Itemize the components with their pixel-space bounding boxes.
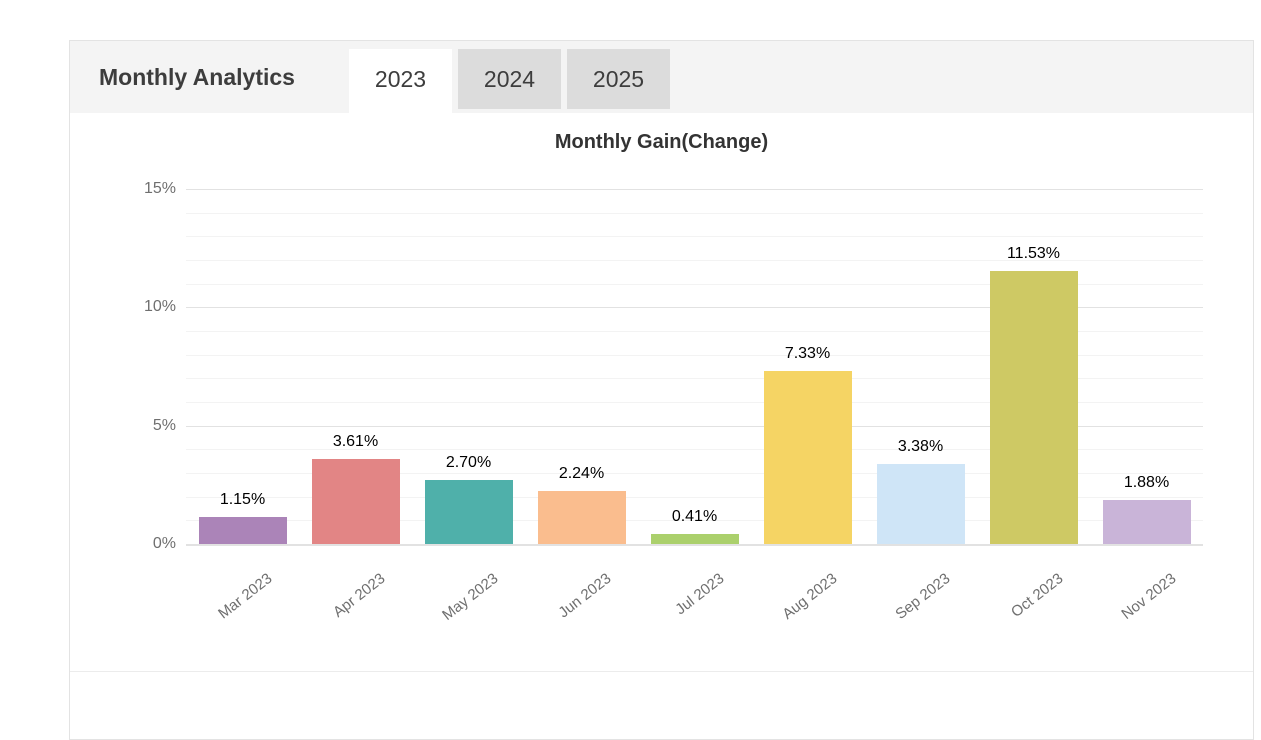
chart-bar-may-2023[interactable] bbox=[424, 480, 513, 544]
year-tabs: 2023 2024 2025 bbox=[349, 49, 670, 115]
minor-gridline bbox=[186, 331, 1203, 332]
minor-gridline bbox=[186, 473, 1203, 474]
x-axis-label: Nov 2023 bbox=[1117, 570, 1179, 623]
analytics-panel: Monthly Analytics 2023 2024 2025 Monthly… bbox=[69, 40, 1254, 740]
major-gridline bbox=[186, 189, 1203, 190]
x-axis-label: Apr 2023 bbox=[329, 570, 388, 621]
chart-title: Monthly Gain(Change) bbox=[554, 131, 769, 153]
x-axis-label: Jul 2023 bbox=[671, 570, 727, 619]
bar-value-label: 0.41% bbox=[671, 508, 718, 526]
section-divider bbox=[70, 671, 1253, 672]
panel-header: Monthly Analytics 2023 2024 2025 bbox=[70, 41, 1253, 115]
minor-gridline bbox=[186, 449, 1203, 451]
minor-gridline bbox=[186, 496, 1203, 498]
chart-bar-jul-2023[interactable] bbox=[650, 534, 739, 544]
chart-bar-mar-2023[interactable] bbox=[198, 516, 287, 544]
minor-gridline bbox=[186, 520, 1203, 522]
minor-gridline bbox=[186, 378, 1203, 380]
minor-gridline bbox=[186, 402, 1203, 403]
y-axis-label: 0% bbox=[152, 535, 176, 552]
bar-value-label: 7.33% bbox=[784, 344, 831, 362]
tab-2023[interactable]: 2023 bbox=[349, 49, 452, 115]
chart-bar-sep-2023[interactable] bbox=[876, 464, 965, 544]
bar-value-label: 2.70% bbox=[445, 454, 492, 472]
bar-value-label: 3.61% bbox=[332, 432, 379, 450]
bar-value-label: 1.88% bbox=[1123, 473, 1170, 491]
bar-value-label: 3.38% bbox=[897, 438, 944, 455]
chart-bar-jun-2023[interactable] bbox=[537, 490, 626, 544]
minor-gridline bbox=[186, 260, 1203, 261]
y-axis-label: 10% bbox=[143, 298, 176, 316]
x-axis-label: Jun 2023 bbox=[554, 570, 614, 622]
tab-2024[interactable]: 2024 bbox=[458, 49, 561, 109]
major-gridline bbox=[186, 307, 1203, 309]
x-axis-label: Mar 2023 bbox=[214, 570, 275, 623]
chart-bar-oct-2023[interactable] bbox=[989, 271, 1078, 544]
panel-title: Monthly Analytics bbox=[99, 64, 295, 90]
minor-gridline bbox=[186, 354, 1203, 356]
bar-value-label: 11.53% bbox=[1006, 245, 1061, 263]
chart-bar-apr-2023[interactable] bbox=[311, 458, 400, 544]
chart-bar-aug-2023[interactable] bbox=[763, 370, 852, 544]
bar-value-label: 2.24% bbox=[558, 464, 605, 482]
tab-2025[interactable]: 2025 bbox=[567, 49, 670, 109]
x-axis-label: May 2023 bbox=[438, 570, 501, 624]
x-axis-label: Oct 2023 bbox=[1007, 570, 1066, 621]
chart-bar-nov-2023[interactable] bbox=[1102, 499, 1191, 544]
minor-gridline bbox=[186, 212, 1203, 214]
y-axis-label: 5% bbox=[152, 416, 176, 434]
x-axis-label: Aug 2023 bbox=[778, 570, 840, 623]
bar-value-label: 1.15% bbox=[219, 490, 266, 508]
minor-gridline bbox=[186, 236, 1203, 238]
major-gridline bbox=[186, 544, 1203, 546]
x-axis-label: Sep 2023 bbox=[891, 570, 953, 623]
major-gridline bbox=[186, 425, 1203, 427]
y-axis-label: 15% bbox=[143, 180, 176, 197]
minor-gridline bbox=[186, 283, 1203, 285]
